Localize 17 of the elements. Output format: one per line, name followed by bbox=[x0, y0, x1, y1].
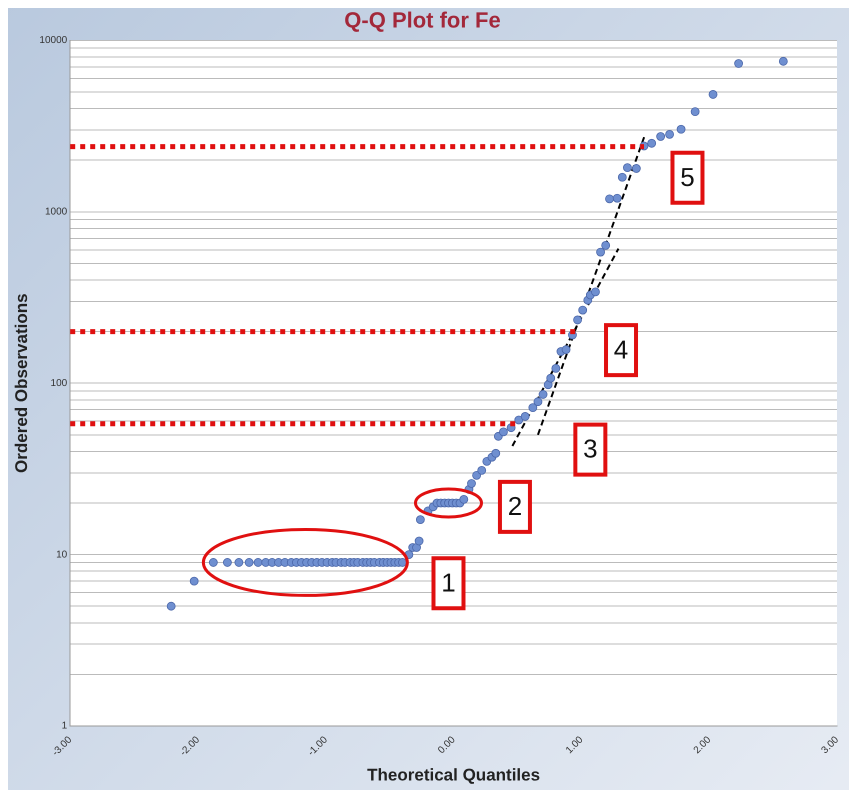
y-axis-title: Ordered Observations bbox=[12, 293, 31, 473]
x-tick-label: 3.00 bbox=[820, 734, 842, 756]
x-axis-title: Theoretical Quantiles bbox=[367, 765, 540, 784]
y-tick-label: 1 bbox=[62, 720, 68, 732]
y-tick-label: 1000 bbox=[44, 206, 68, 218]
x-tick-label: 0.00 bbox=[436, 734, 458, 756]
annotation: 4 bbox=[614, 334, 628, 364]
x-tick-label: 2.00 bbox=[692, 734, 714, 756]
y-tick-label: 10 bbox=[56, 549, 68, 560]
y-tick-label: 100 bbox=[50, 378, 68, 389]
annotation: 1 bbox=[441, 567, 456, 598]
x-tick-label: 1.00 bbox=[564, 734, 586, 756]
y-tick-label: 10000 bbox=[39, 35, 68, 46]
chart-title: Q-Q Plot for Fe bbox=[344, 7, 501, 32]
annotation: 2 bbox=[508, 490, 522, 521]
annotation: 5 bbox=[680, 162, 695, 192]
annotation: 3 bbox=[583, 434, 598, 464]
